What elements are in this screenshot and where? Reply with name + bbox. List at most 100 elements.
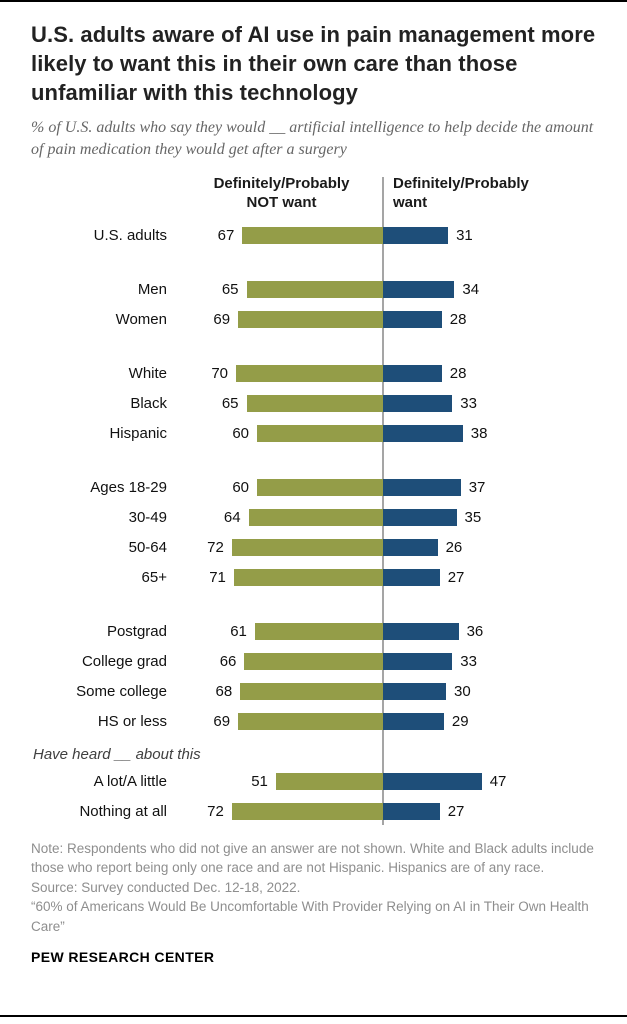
chart-row: 30-49 64 35 xyxy=(0,503,627,533)
want-bar xyxy=(383,653,453,671)
not-want-bar xyxy=(246,281,383,299)
not-want-bar xyxy=(246,395,383,413)
want-value: 38 xyxy=(470,425,488,443)
want-cell: 36 xyxy=(383,617,627,647)
not-want-cell: 69 xyxy=(180,305,383,335)
not-want-value: 67 xyxy=(217,227,235,245)
row-label: HS or less xyxy=(97,713,167,731)
not-want-value: 64 xyxy=(223,509,241,527)
want-bar xyxy=(383,509,457,527)
row-label: 30-49 xyxy=(128,509,167,527)
chart-row: Some college 68 30 xyxy=(0,677,627,707)
want-bar xyxy=(383,281,455,299)
want-bar xyxy=(383,365,442,383)
not-want-cell: 72 xyxy=(180,797,383,827)
not-want-cell: 64 xyxy=(180,503,383,533)
want-bar xyxy=(383,773,482,791)
want-bar xyxy=(383,539,438,557)
want-bar xyxy=(383,623,459,641)
row-label: Hispanic xyxy=(109,425,167,443)
chart-row: HS or less 69 29 xyxy=(0,707,627,737)
want-value: 34 xyxy=(462,281,480,299)
want-value: 31 xyxy=(456,227,473,245)
want-cell: 28 xyxy=(383,359,627,389)
want-bar xyxy=(383,425,463,443)
not-want-value: 69 xyxy=(213,713,231,731)
not-want-value: 66 xyxy=(219,653,237,671)
source-text: Source: Survey conducted Dec. 12-18, 202… xyxy=(31,879,301,895)
want-value: 30 xyxy=(454,683,471,701)
footnotes: Note: Respondents who did not give an an… xyxy=(31,839,596,937)
not-want-bar xyxy=(244,653,383,671)
chart-row: A lot/A little 51 47 xyxy=(0,767,627,797)
chart-row: Ages 18-29 60 37 xyxy=(0,473,627,503)
want-value: 27 xyxy=(447,803,465,821)
not-want-bar xyxy=(257,479,383,497)
want-cell: 29 xyxy=(383,707,627,737)
not-want-bar xyxy=(236,365,383,383)
want-cell: 47 xyxy=(383,767,627,797)
row-label: 65+ xyxy=(141,569,167,587)
not-want-value: 60 xyxy=(232,425,249,443)
chart-rows: U.S. adults 67 31 Men 65 34 Women 69 28 White 70 28… xyxy=(0,221,627,827)
want-cell: 35 xyxy=(383,503,627,533)
not-want-cell: 67 xyxy=(180,221,383,251)
not-want-bar xyxy=(275,773,383,791)
want-cell: 31 xyxy=(383,221,627,251)
want-value: 33 xyxy=(460,653,477,671)
row-label: A lot/A little xyxy=(93,773,167,791)
chart-row: 65+ 71 27 xyxy=(0,563,627,593)
want-value: 36 xyxy=(466,623,484,641)
not-want-value: 70 xyxy=(211,365,228,383)
want-cell: 26 xyxy=(383,533,627,563)
chart-group: U.S. adults 67 31 xyxy=(0,221,627,251)
want-value: 28 xyxy=(449,365,467,383)
chart-group: Men 65 34 Women 69 28 xyxy=(0,275,627,335)
not-want-value: 68 xyxy=(215,683,233,701)
not-want-bar xyxy=(231,803,383,821)
not-want-bar xyxy=(254,623,383,641)
not-want-bar xyxy=(242,227,383,245)
chart-row: College grad 66 33 xyxy=(0,647,627,677)
not-want-bar xyxy=(240,683,383,701)
want-value: 26 xyxy=(445,539,463,557)
not-want-cell: 71 xyxy=(180,563,383,593)
chart-row: U.S. adults 67 31 xyxy=(0,221,627,251)
legend-spacer xyxy=(0,175,180,213)
chart-row: Black 65 33 xyxy=(0,389,627,419)
note-text: Note: Respondents who did not give an an… xyxy=(31,840,594,876)
want-bar xyxy=(383,803,440,821)
row-label: White xyxy=(128,365,167,383)
want-bar xyxy=(383,479,461,497)
row-label: Women xyxy=(115,311,167,329)
page-subtitle: % of U.S. adults who say they would __ a… xyxy=(31,119,594,159)
not-want-bar xyxy=(238,713,383,731)
brand-wordmark: PEW RESEARCH CENTER xyxy=(31,948,215,965)
not-want-cell: 60 xyxy=(180,419,383,449)
want-cell: 28 xyxy=(383,305,627,335)
row-label: 50-64 xyxy=(128,539,167,557)
row-label: Postgrad xyxy=(106,623,167,641)
not-want-value: 51 xyxy=(251,773,268,791)
want-bar xyxy=(383,227,449,245)
want-bar xyxy=(383,311,442,329)
not-want-value: 71 xyxy=(209,569,226,587)
not-want-cell: 51 xyxy=(180,767,383,797)
chart-row: Men 65 34 xyxy=(0,275,627,305)
legend-not-want: Definitely/Probably NOT want xyxy=(213,175,350,211)
not-want-bar xyxy=(248,509,383,527)
row-label: Some college xyxy=(76,683,167,701)
want-cell: 27 xyxy=(383,563,627,593)
report-title-text: “60% of Americans Would Be Uncomfortable… xyxy=(31,899,589,934)
chart-row: Nothing at all 72 27 xyxy=(0,797,627,827)
not-want-value: 72 xyxy=(207,539,224,557)
not-want-cell: 65 xyxy=(180,389,383,419)
page-title: U.S. adults aware of AI use in pain mana… xyxy=(31,22,596,106)
axis-center-line xyxy=(382,177,384,825)
want-value: 27 xyxy=(447,569,465,587)
not-want-cell: 69 xyxy=(180,707,383,737)
want-bar xyxy=(383,395,453,413)
want-value: 47 xyxy=(489,773,507,791)
row-label: Men xyxy=(137,281,167,299)
